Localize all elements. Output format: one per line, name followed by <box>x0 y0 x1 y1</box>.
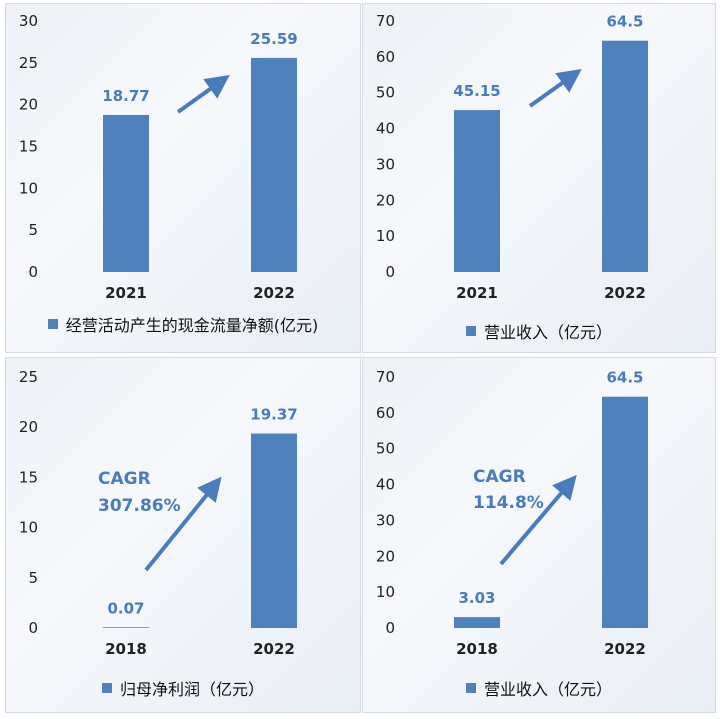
y-tick-label: 20 <box>19 418 38 436</box>
x-tick-label: 2018 <box>105 640 147 658</box>
data-label: 64.5 <box>606 369 643 387</box>
y-tick-label: 30 <box>376 511 395 529</box>
trend-arrow <box>176 75 230 114</box>
bar <box>454 110 500 272</box>
data-label: 18.77 <box>102 87 149 105</box>
y-tick-label: 60 <box>376 404 395 422</box>
bar <box>251 433 297 628</box>
y-tick-label: 10 <box>376 227 395 245</box>
chart-panel-cashflow: 0 5 10 15 20 25 30 18.77 2021 25.59 2022 经营活动产生的现金… <box>5 3 361 353</box>
legend-label: 营业收入（亿元） <box>483 680 612 699</box>
bar <box>103 627 149 628</box>
y-tick-label: 0 <box>385 263 395 281</box>
y-tick-label: 0 <box>385 619 395 637</box>
y-tick-label: 50 <box>376 440 395 458</box>
y-tick-label: 0 <box>28 619 38 637</box>
chart-panel-revenue-2018-2022: 0 10 20 30 40 50 60 70 3.03 2018 64.5 2022 CAGR 114.8… <box>362 357 716 713</box>
bar <box>602 40 648 272</box>
cagr-value: 307.86% <box>98 496 181 516</box>
y-tick-label: 5 <box>28 569 38 587</box>
x-tick-label: 2022 <box>253 284 295 302</box>
x-tick-label: 2018 <box>456 640 498 658</box>
legend-label: 归母净利润（亿元） <box>119 680 264 699</box>
legend: 经营活动产生的现金流量净额(亿元) <box>6 312 360 336</box>
bar <box>103 114 149 272</box>
data-label: 0.07 <box>107 599 144 617</box>
trend-arrow <box>528 69 582 108</box>
y-tick-label: 50 <box>376 84 395 102</box>
x-tick-label: 2022 <box>604 640 646 658</box>
data-label: 25.59 <box>250 30 297 48</box>
y-tick-label: 20 <box>376 191 395 209</box>
bar <box>251 57 297 272</box>
trend-arrow <box>144 476 222 572</box>
legend-label: 经营活动产生的现金流量净额(亿元) <box>65 316 319 335</box>
legend-swatch <box>101 683 112 693</box>
bar <box>454 617 500 628</box>
y-tick-label: 70 <box>376 368 395 386</box>
legend: 营业收入（亿元） <box>363 319 715 343</box>
y-tick-label: 30 <box>19 12 38 30</box>
y-tick-label: 25 <box>19 54 38 72</box>
chart-panel-revenue-2021-2022: 0 10 20 30 40 50 60 70 45.15 2021 64.5 2022 营业收入（亿元… <box>362 3 716 353</box>
cagr-label: CAGR <box>473 467 526 487</box>
y-tick-label: 10 <box>376 583 395 601</box>
chart-svg-0: 0 5 10 15 20 25 30 18.77 2021 25.59 2022 <box>19 12 298 302</box>
y-tick-label: 70 <box>376 12 395 30</box>
cagr-value: 114.8% <box>473 493 544 513</box>
y-tick-label: 10 <box>19 179 38 197</box>
legend-swatch <box>465 683 476 693</box>
y-tick-label: 0 <box>28 263 38 281</box>
x-tick-label: 2022 <box>253 640 295 658</box>
trend-arrow <box>499 474 577 566</box>
data-label: 64.5 <box>606 13 643 31</box>
x-tick-label: 2021 <box>456 284 498 302</box>
y-tick-label: 20 <box>376 547 395 565</box>
legend-label: 营业收入（亿元） <box>483 323 612 342</box>
chart-svg-3: 0 10 20 30 40 50 60 70 3.03 2018 64.5 2022 CAGR 114.8… <box>376 368 648 658</box>
bar <box>602 396 648 628</box>
y-tick-label: 5 <box>28 221 38 239</box>
chart-svg-2: 0 5 10 15 20 25 0.07 2018 19.37 2022 CAGR 307.86% <box>19 368 298 658</box>
data-label: 45.15 <box>453 82 500 100</box>
x-tick-label: 2021 <box>105 284 147 302</box>
legend-swatch <box>47 319 58 329</box>
data-label: 3.03 <box>458 589 495 607</box>
chart-svg-1: 0 10 20 30 40 50 60 70 45.15 2021 64.5 2022 <box>376 12 648 302</box>
y-tick-label: 30 <box>376 155 395 173</box>
legend-swatch <box>465 326 476 336</box>
y-tick-label: 20 <box>19 96 38 114</box>
y-tick-label: 15 <box>19 468 38 486</box>
y-tick-label: 10 <box>19 519 38 537</box>
data-label: 19.37 <box>250 406 297 424</box>
chart-panel-net-profit: 0 5 10 15 20 25 0.07 2018 19.37 2022 CAGR 307.86% 归… <box>5 357 361 713</box>
y-tick-label: 25 <box>19 368 38 386</box>
legend: 营业收入（亿元） <box>363 676 715 700</box>
y-tick-label: 40 <box>376 476 395 494</box>
y-tick-label: 60 <box>376 48 395 66</box>
x-tick-label: 2022 <box>604 284 646 302</box>
legend: 归母净利润（亿元） <box>6 676 360 700</box>
y-tick-label: 40 <box>376 120 395 138</box>
cagr-label: CAGR <box>98 469 151 489</box>
y-tick-label: 15 <box>19 138 38 156</box>
